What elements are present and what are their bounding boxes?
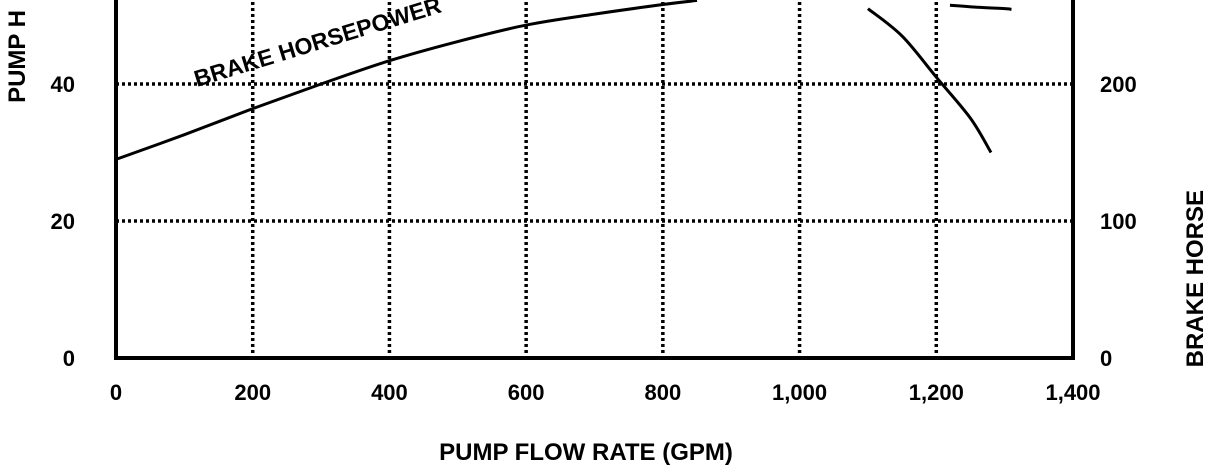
y-right-tick-label: 100 — [1100, 209, 1137, 234]
series-line-2 — [949, 3, 1012, 11]
curve-layer — [115, 0, 1012, 161]
series-line-0 — [115, 0, 698, 161]
series-line-1 — [866, 7, 993, 154]
y-left-tick-label: 0 — [63, 346, 75, 371]
y-right-tick-label: 0 — [1100, 346, 1112, 371]
x-tick-label: 800 — [644, 380, 681, 405]
x-tick-label: 600 — [508, 380, 545, 405]
y-left-tick-label: 40 — [51, 72, 75, 97]
y-right-tick-label: 200 — [1100, 72, 1137, 97]
plot-frame — [114, 0, 1075, 360]
grid-layer — [116, 0, 1073, 358]
x-tick-label: 1,000 — [772, 380, 827, 405]
x-tick-label: 1,200 — [909, 380, 964, 405]
x-tick-label: 200 — [234, 380, 271, 405]
y-left-tick-label: 20 — [51, 209, 75, 234]
x-tick-label: 0 — [110, 380, 122, 405]
x-tick-label: 400 — [371, 380, 408, 405]
x-axis-title: PUMP FLOW RATE (GPM) — [439, 439, 733, 466]
y-axis-right-title: BRAKE HORSE — [1182, 190, 1209, 367]
y-axis-left-title: PUMP H — [4, 10, 31, 103]
brake-horsepower-curve-label: BRAKE HORSEPOWER — [191, 0, 445, 92]
x-tick-label: 1,400 — [1045, 380, 1100, 405]
